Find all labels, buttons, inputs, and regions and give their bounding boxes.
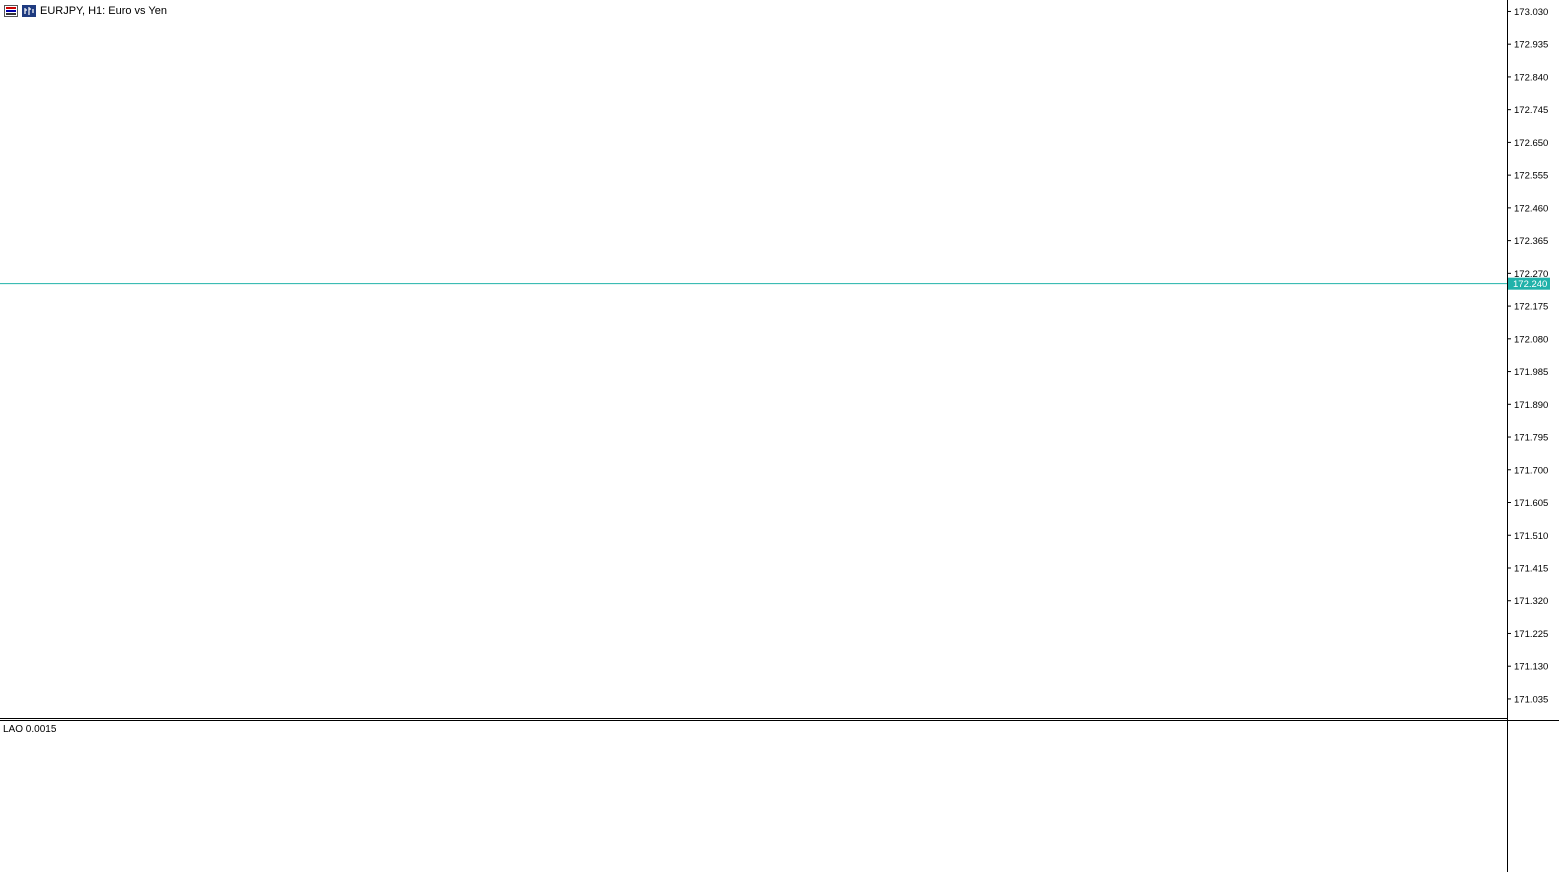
chart-type-icon[interactable] xyxy=(22,5,36,17)
y-tick-label: 172.935 xyxy=(1514,40,1548,51)
y-tick-label: 172.555 xyxy=(1514,171,1548,182)
y-tick-label: 171.890 xyxy=(1514,400,1548,411)
indicator-label: LAO 0.0015 xyxy=(3,724,57,735)
y-tick-label: 171.225 xyxy=(1514,629,1548,640)
y-tick-label: 172.745 xyxy=(1514,105,1548,116)
y-tick-label: 171.605 xyxy=(1514,498,1548,509)
chart-title: EURJPY, H1: Euro vs Yen xyxy=(40,5,167,17)
y-tick-label: 171.795 xyxy=(1514,433,1548,444)
y-tick-label: 172.650 xyxy=(1514,138,1548,149)
y-tick-label: 171.985 xyxy=(1514,367,1548,378)
y-tick-label: 172.365 xyxy=(1514,236,1548,247)
chart-menu-icon[interactable] xyxy=(4,5,18,17)
current-price-label: 172.240 xyxy=(1513,279,1547,290)
y-tick-label: 171.035 xyxy=(1514,694,1548,705)
y-tick-label: 172.175 xyxy=(1514,302,1548,313)
current-price-tag xyxy=(1508,277,1550,290)
y-tick-label: 172.460 xyxy=(1514,203,1548,214)
y-tick-label: 173.030 xyxy=(1514,7,1548,18)
y-tick-label: 171.130 xyxy=(1514,662,1548,673)
chart-header: EURJPY, H1: Euro vs Yen xyxy=(4,3,167,19)
y-tick-label: 171.510 xyxy=(1514,531,1548,542)
y-tick-label: 172.840 xyxy=(1514,72,1548,83)
y-tick-label: 172.080 xyxy=(1514,334,1548,345)
y-tick-label: 171.320 xyxy=(1514,596,1548,607)
y-tick-label: 171.415 xyxy=(1514,563,1548,574)
y-tick-label: 172.270 xyxy=(1514,269,1548,280)
y-tick-label: 171.700 xyxy=(1514,465,1548,476)
